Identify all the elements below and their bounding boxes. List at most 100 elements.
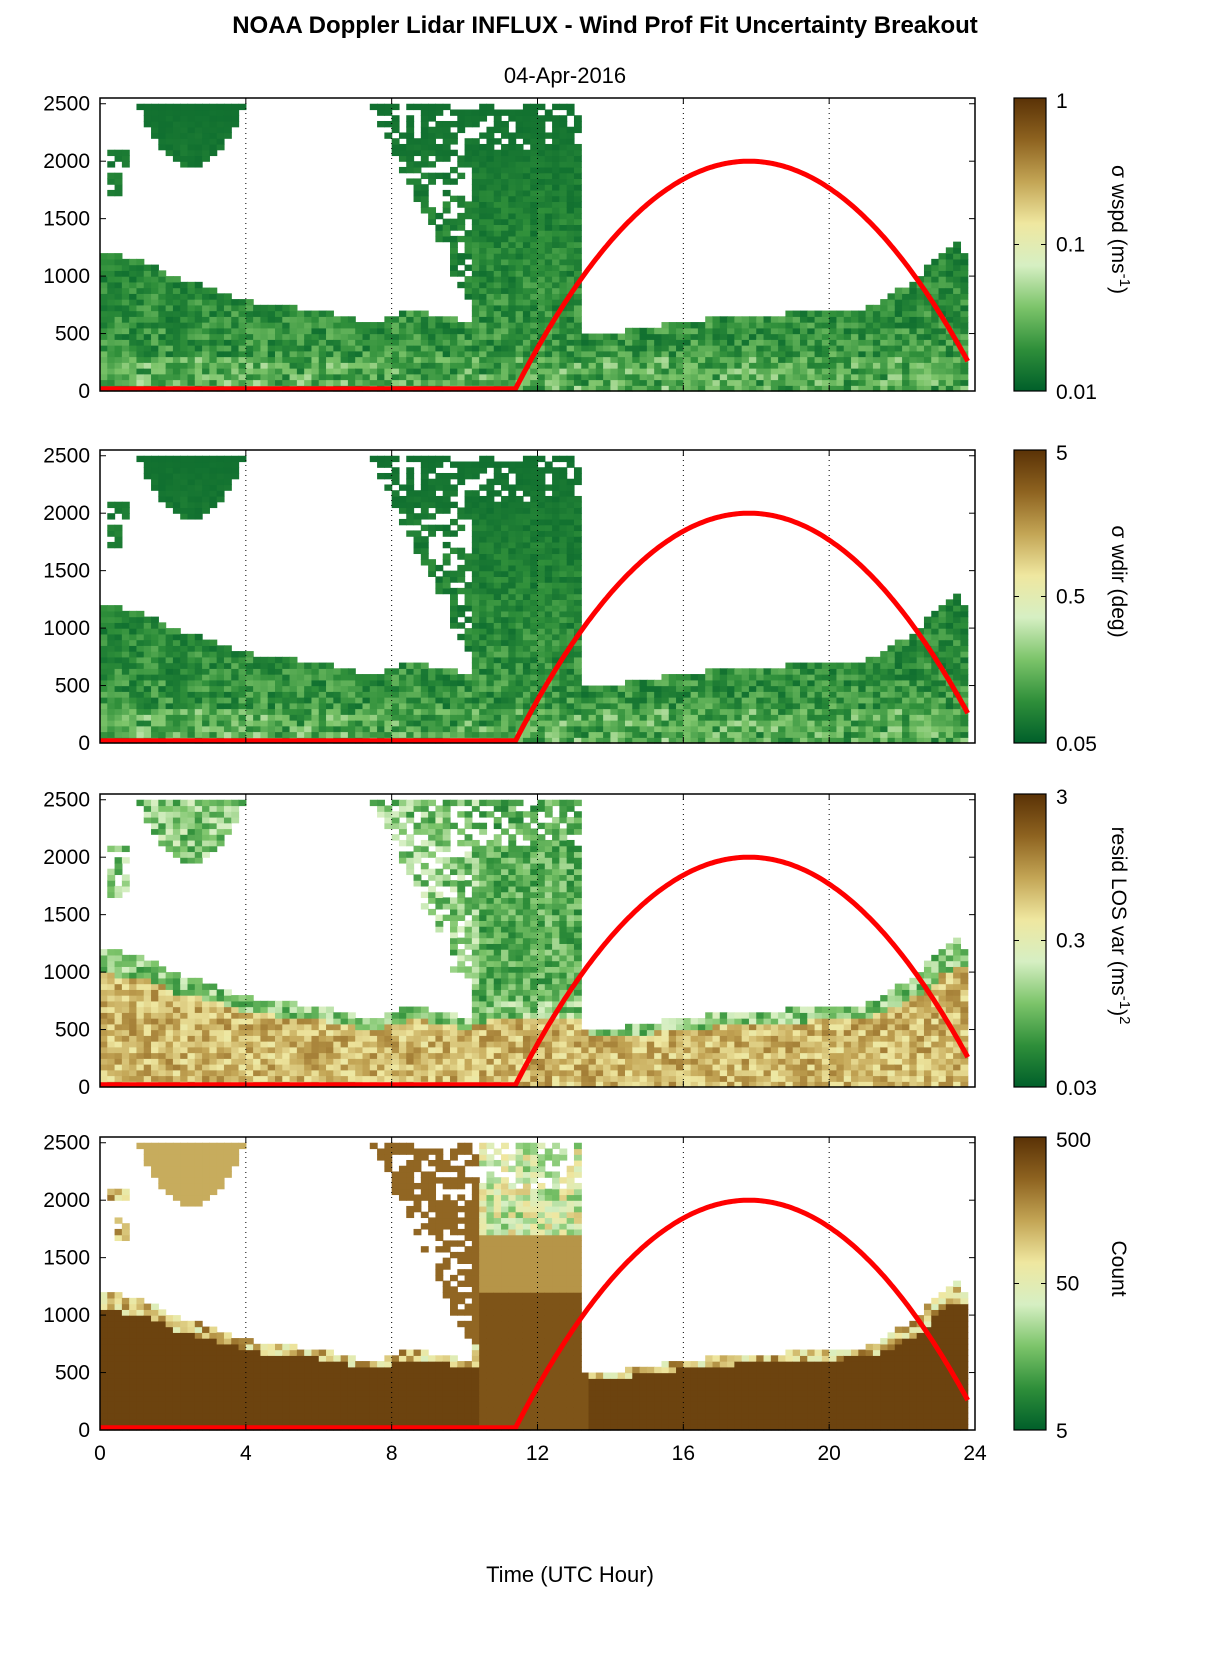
- heatmap-cell: [435, 507, 444, 514]
- heatmap-cell: [471, 356, 480, 363]
- heatmap-cell: [800, 674, 808, 681]
- heatmap-cell: [143, 327, 152, 335]
- heatmap-cell: [391, 138, 400, 145]
- heatmap-cell: [100, 368, 108, 375]
- heatmap-cell: [508, 115, 517, 122]
- heatmap-cell: [814, 350, 823, 358]
- heatmap-cell: [544, 467, 553, 474]
- heatmap-cell: [829, 720, 838, 727]
- heatmap-cell: [508, 720, 517, 727]
- heatmap-cell: [559, 541, 568, 549]
- heatmap-cell: [121, 702, 130, 710]
- heatmap-cell: [318, 668, 327, 675]
- heatmap-cell: [107, 304, 116, 312]
- heatmap-cell: [938, 293, 947, 300]
- heatmap-cell: [464, 253, 473, 260]
- heatmap-cell: [522, 339, 531, 346]
- heatmap-cell: [275, 362, 283, 369]
- heatmap-cell: [114, 172, 123, 180]
- heatmap-cell: [420, 195, 429, 203]
- heatmap-cell: [573, 593, 582, 600]
- heatmap-cell: [522, 610, 531, 618]
- heatmap-cell: [493, 155, 502, 162]
- heatmap-cell: [763, 737, 772, 744]
- heatmap-cell: [872, 708, 881, 715]
- heatmap-cell: [588, 714, 597, 721]
- heatmap-cell: [858, 368, 867, 375]
- heatmap-cell: [311, 697, 320, 704]
- heatmap-cell: [617, 720, 626, 727]
- heatmap-cell: [522, 455, 531, 463]
- heatmap-cell: [603, 725, 612, 733]
- heatmap-cell: [289, 731, 298, 738]
- heatmap-cell: [216, 109, 225, 116]
- heatmap-cell: [180, 662, 189, 669]
- heatmap-cell: [143, 685, 152, 692]
- heatmap-cell: [559, 668, 568, 675]
- heatmap-cell: [202, 674, 210, 681]
- heatmap-cell: [916, 362, 925, 369]
- heatmap-cell: [530, 645, 539, 652]
- heatmap-cell: [282, 322, 291, 329]
- heatmap-cell: [391, 490, 400, 497]
- heatmap-cell: [705, 685, 714, 692]
- heatmap-cell: [435, 461, 444, 468]
- heatmap-cell: [121, 720, 130, 727]
- heatmap-cell: [559, 350, 568, 358]
- heatmap-cell: [398, 166, 407, 174]
- heatmap-cell: [843, 697, 852, 704]
- heatmap-cell: [668, 708, 677, 715]
- heatmap-cell: [544, 570, 553, 577]
- heatmap-cell: [515, 541, 524, 549]
- heatmap-cell: [486, 541, 495, 549]
- heatmap-cell: [318, 674, 327, 681]
- heatmap-cell: [880, 310, 889, 317]
- heatmap-cell: [369, 333, 378, 340]
- heatmap-cell: [573, 639, 582, 646]
- heatmap-cell: [151, 674, 159, 681]
- heatmap-cell: [829, 345, 838, 352]
- heatmap-cell: [136, 731, 145, 738]
- heatmap-cell: [566, 195, 575, 203]
- heatmap-cell: [552, 639, 560, 646]
- heatmap-cell: [566, 518, 575, 526]
- heatmap-cell: [566, 490, 575, 497]
- heatmap-cell: [552, 737, 560, 744]
- heatmap-cell: [114, 616, 123, 623]
- heatmap-cell: [223, 350, 232, 358]
- heatmap-cell: [377, 350, 385, 358]
- heatmap-cell: [872, 714, 881, 721]
- heatmap-cell: [384, 316, 393, 323]
- heatmap-cell: [355, 725, 364, 733]
- heatmap-cell: [194, 304, 203, 312]
- heatmap-cell: [391, 350, 400, 358]
- heatmap-cell: [544, 559, 553, 566]
- heatmap-cell: [923, 379, 932, 386]
- heatmap-cell: [100, 731, 108, 738]
- heatmap-cell: [340, 714, 349, 721]
- heatmap-cell: [676, 714, 684, 721]
- heatmap-cell: [727, 362, 735, 369]
- heatmap-cell: [435, 668, 444, 675]
- heatmap-cell: [865, 385, 874, 392]
- heatmap-cell: [683, 702, 692, 710]
- heatmap-cell: [384, 484, 393, 491]
- heatmap-cell: [821, 345, 830, 352]
- heatmap-cell: [442, 345, 451, 352]
- heatmap-cell: [559, 155, 568, 162]
- heatmap-cell: [100, 356, 108, 363]
- heatmap-cell: [289, 373, 298, 381]
- heatmap-cell: [960, 345, 969, 352]
- heatmap-cell: [508, 513, 517, 520]
- heatmap-cell: [333, 674, 342, 681]
- heatmap-cell: [202, 149, 210, 157]
- heatmap-cell: [748, 327, 757, 335]
- heatmap-cell: [690, 350, 699, 358]
- heatmap-cell: [865, 668, 874, 675]
- heatmap-cell: [158, 368, 167, 375]
- heatmap-cell: [552, 674, 560, 681]
- heatmap-cell: [515, 109, 524, 116]
- heatmap-cell: [865, 350, 874, 358]
- heatmap-cell: [493, 310, 502, 317]
- heatmap-cell: [136, 702, 145, 710]
